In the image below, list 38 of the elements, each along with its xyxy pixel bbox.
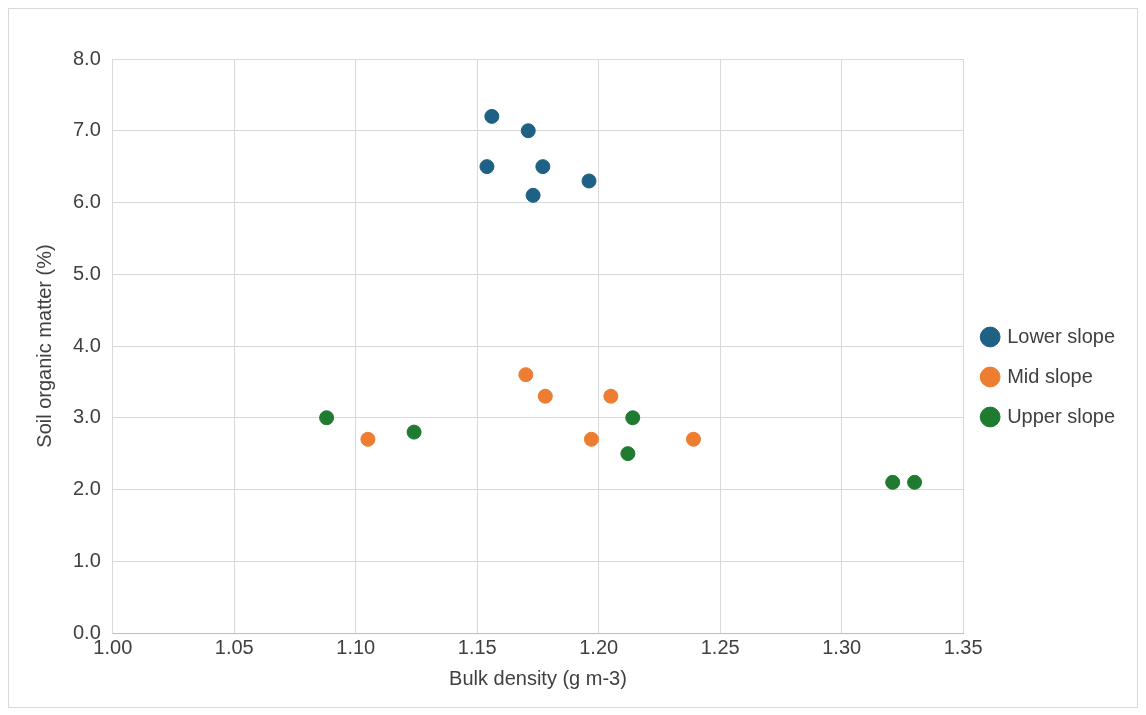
point (484, 108, 500, 124)
y-tick-label: 3.0 (72, 405, 101, 428)
legend-label: Lower slope (1007, 324, 1115, 347)
point (520, 123, 536, 139)
point (406, 424, 422, 440)
point (537, 388, 553, 404)
point (907, 474, 923, 490)
point (583, 431, 599, 447)
y-axis-title: Soil organic matter (%) (32, 244, 55, 448)
point (620, 446, 636, 462)
y-tick-label: 4.0 (72, 333, 101, 356)
point (525, 187, 541, 203)
x-tick-label: 1.05 (214, 635, 254, 658)
point (685, 431, 701, 447)
point (581, 173, 597, 189)
legend-label: Mid slope (1007, 364, 1093, 387)
y-tick-label: 1.0 (72, 548, 101, 571)
point (603, 388, 619, 404)
x-tick-label: 1.10 (336, 635, 376, 658)
y-tick-label: 2.0 (72, 477, 101, 500)
point (625, 410, 641, 426)
y-tick-label: 5.0 (72, 261, 101, 284)
point (535, 159, 551, 175)
point (518, 367, 534, 383)
y-tick-label: 6.0 (72, 190, 101, 213)
legend-label: Upper slope (1007, 404, 1115, 427)
x-tick-label: 1.30 (822, 635, 862, 658)
x-tick-label: 1.35 (943, 635, 983, 658)
x-axis-title: Bulk density (g m-3) (449, 666, 627, 689)
point (479, 159, 495, 175)
y-tick-label: 7.0 (72, 118, 101, 141)
x-tick-label: 1.15 (457, 635, 497, 658)
point (885, 474, 901, 490)
point (360, 431, 376, 447)
x-tick-label: 1.20 (579, 635, 619, 658)
y-tick-label: 8.0 (72, 46, 101, 69)
point (319, 410, 335, 426)
x-tick-label: 1.25 (700, 635, 740, 658)
